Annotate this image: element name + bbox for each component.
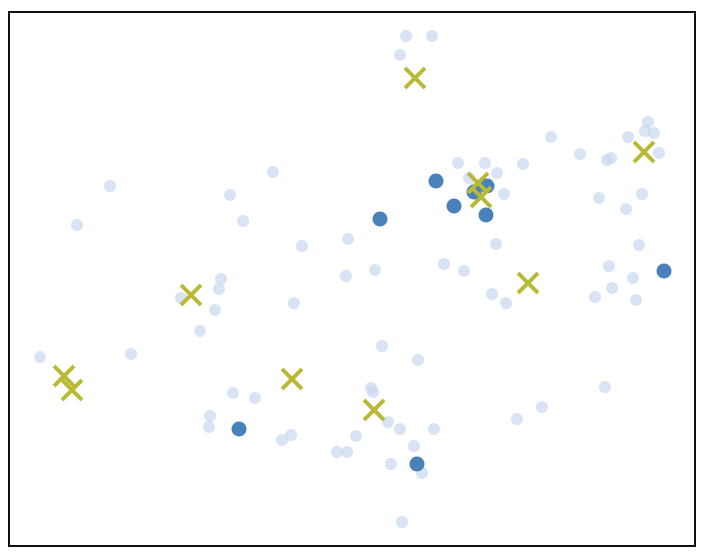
point (369, 264, 381, 276)
point (593, 192, 605, 204)
point (490, 238, 502, 250)
point (605, 152, 617, 164)
point (350, 430, 362, 442)
point (341, 446, 353, 458)
point (249, 392, 261, 404)
point (599, 381, 611, 393)
point (639, 125, 651, 137)
point (237, 215, 249, 227)
point (224, 189, 236, 201)
point (408, 440, 420, 452)
point (376, 340, 388, 352)
point (589, 291, 601, 303)
plot-frame (8, 11, 696, 547)
point (446, 198, 462, 214)
point (633, 239, 645, 251)
point (545, 131, 557, 143)
point (372, 211, 388, 227)
x-marker (60, 378, 84, 402)
point (574, 148, 586, 160)
point (367, 386, 379, 398)
point (227, 387, 239, 399)
x-marker (403, 66, 427, 90)
point (491, 167, 503, 179)
point (213, 283, 225, 295)
point (34, 351, 46, 363)
point (536, 401, 548, 413)
x-marker (280, 367, 304, 391)
point (606, 282, 618, 294)
point (331, 446, 343, 458)
point (396, 516, 408, 528)
point (648, 127, 660, 139)
point (438, 258, 450, 270)
point (342, 233, 354, 245)
point (498, 188, 510, 200)
point (458, 265, 470, 277)
point (479, 157, 491, 169)
point (627, 272, 639, 284)
point (231, 421, 247, 437)
point (385, 458, 397, 470)
point (620, 203, 632, 215)
point (636, 188, 648, 200)
x-marker (179, 283, 203, 307)
point (104, 180, 116, 192)
point (296, 240, 308, 252)
x-marker (52, 364, 76, 388)
point (412, 354, 424, 366)
point (452, 157, 464, 169)
point (517, 158, 529, 170)
point (400, 30, 412, 42)
point (656, 263, 672, 279)
point (603, 260, 615, 272)
point (194, 325, 206, 337)
x-marker (362, 398, 386, 422)
point (426, 30, 438, 42)
x-marker (516, 271, 540, 295)
point (486, 288, 498, 300)
point (428, 423, 440, 435)
point (511, 413, 523, 425)
point (653, 147, 665, 159)
point (622, 131, 634, 143)
point (285, 429, 297, 441)
x-marker (632, 140, 656, 164)
point (630, 294, 642, 306)
point (215, 273, 227, 285)
point (276, 434, 288, 446)
point (267, 166, 279, 178)
point (428, 173, 444, 189)
point (209, 304, 221, 316)
point (71, 219, 83, 231)
point (125, 348, 137, 360)
point (409, 456, 425, 472)
point (394, 423, 406, 435)
point (204, 410, 216, 422)
point (340, 270, 352, 282)
point (203, 421, 215, 433)
x-marker (469, 185, 493, 209)
point (288, 297, 300, 309)
point (478, 207, 494, 223)
point (394, 49, 406, 61)
point (500, 297, 512, 309)
